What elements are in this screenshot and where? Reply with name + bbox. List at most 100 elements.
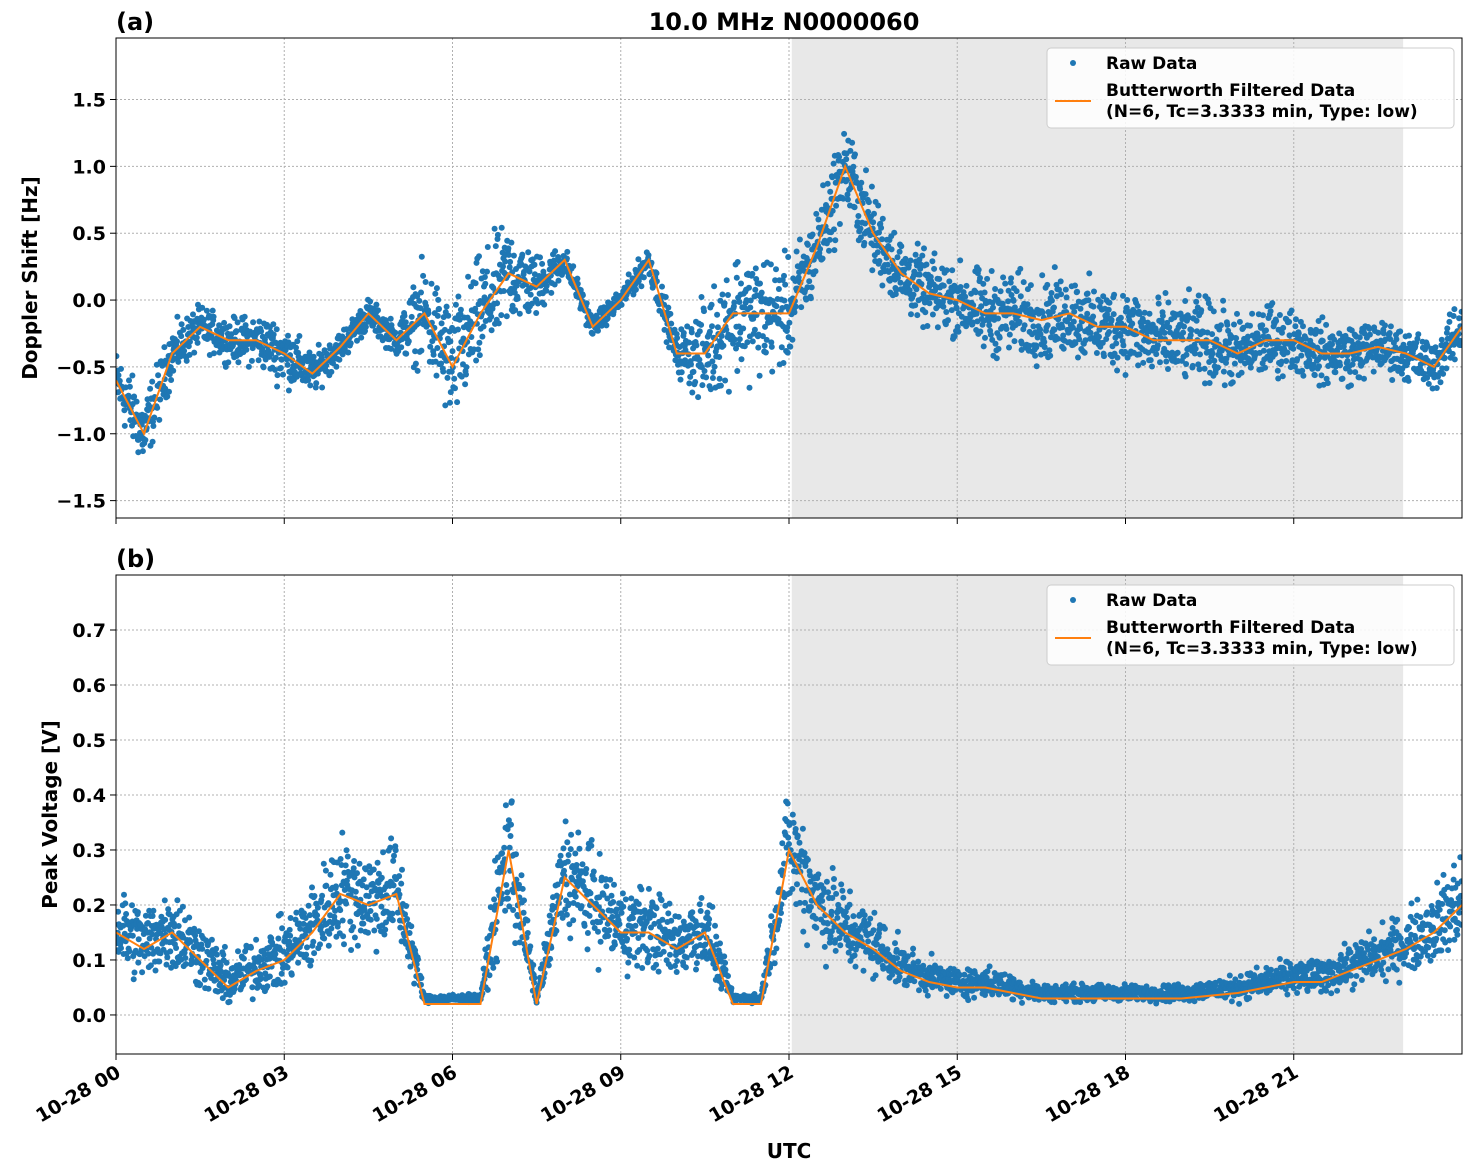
raw-point bbox=[1019, 340, 1025, 347]
raw-point bbox=[720, 342, 727, 349]
raw-point bbox=[957, 284, 964, 290]
raw-point bbox=[701, 308, 707, 315]
raw-point bbox=[222, 363, 229, 370]
y-tick-label: 0.5 bbox=[72, 223, 106, 245]
raw-point bbox=[789, 886, 796, 892]
raw-point bbox=[124, 955, 131, 962]
raw-point bbox=[653, 961, 660, 968]
raw-point bbox=[314, 904, 321, 911]
raw-point bbox=[543, 282, 550, 289]
raw-point bbox=[801, 850, 808, 856]
raw-point bbox=[1010, 297, 1017, 304]
raw-point bbox=[661, 326, 668, 333]
raw-point bbox=[139, 969, 146, 976]
raw-point bbox=[147, 385, 154, 392]
raw-point bbox=[1163, 358, 1170, 365]
raw-point bbox=[502, 802, 509, 809]
raw-point bbox=[708, 301, 715, 308]
raw-point bbox=[157, 396, 164, 403]
raw-point bbox=[433, 285, 440, 292]
raw-point bbox=[1105, 306, 1112, 313]
raw-point bbox=[697, 908, 704, 914]
raw-point bbox=[1382, 322, 1388, 329]
raw-point bbox=[129, 372, 136, 379]
raw-point bbox=[798, 304, 805, 311]
raw-point bbox=[185, 343, 192, 350]
raw-point bbox=[1223, 355, 1230, 362]
raw-point bbox=[871, 210, 877, 217]
raw-point bbox=[1236, 318, 1243, 325]
raw-point bbox=[121, 891, 127, 898]
raw-point bbox=[221, 319, 228, 326]
raw-point bbox=[509, 302, 516, 309]
raw-point bbox=[1193, 298, 1200, 305]
raw-point bbox=[1192, 345, 1199, 352]
raw-point bbox=[505, 245, 512, 252]
raw-point bbox=[833, 890, 840, 897]
raw-point bbox=[893, 287, 900, 293]
raw-point bbox=[857, 185, 864, 192]
raw-point bbox=[749, 338, 756, 345]
raw-point bbox=[884, 261, 891, 268]
raw-point bbox=[1393, 336, 1400, 343]
raw-point bbox=[570, 917, 577, 924]
raw-point bbox=[1087, 329, 1094, 336]
raw-point bbox=[1101, 353, 1107, 360]
raw-point bbox=[672, 357, 679, 364]
raw-point bbox=[149, 378, 156, 385]
raw-point bbox=[551, 281, 558, 288]
raw-point bbox=[1051, 264, 1058, 271]
raw-point bbox=[223, 959, 230, 966]
raw-point bbox=[1361, 330, 1368, 337]
raw-point bbox=[619, 890, 626, 897]
raw-point bbox=[192, 932, 199, 939]
raw-point bbox=[444, 374, 451, 381]
raw-point bbox=[1319, 314, 1326, 321]
raw-point bbox=[208, 936, 215, 943]
raw-point bbox=[1117, 314, 1124, 321]
raw-point bbox=[1090, 313, 1097, 320]
raw-point bbox=[179, 903, 186, 910]
legend-filtered-label: Butterworth Filtered Data bbox=[1106, 81, 1355, 101]
raw-point bbox=[734, 368, 741, 374]
raw-point bbox=[435, 296, 442, 303]
raw-point bbox=[175, 358, 182, 365]
raw-point bbox=[1211, 357, 1218, 364]
raw-point bbox=[495, 320, 502, 327]
raw-point bbox=[1099, 339, 1106, 346]
raw-point bbox=[837, 942, 844, 949]
raw-point bbox=[728, 985, 735, 992]
raw-point bbox=[827, 188, 834, 195]
raw-point bbox=[926, 300, 933, 307]
raw-point bbox=[498, 224, 505, 231]
raw-point bbox=[500, 288, 507, 294]
raw-point bbox=[912, 251, 919, 258]
raw-point bbox=[433, 372, 440, 379]
raw-point bbox=[852, 151, 858, 158]
raw-point bbox=[1352, 369, 1359, 376]
raw-point bbox=[626, 946, 633, 953]
raw-point bbox=[449, 348, 456, 355]
raw-point bbox=[317, 941, 323, 948]
raw-point bbox=[677, 376, 684, 383]
raw-point bbox=[129, 902, 135, 909]
raw-point bbox=[1051, 326, 1058, 333]
raw-point bbox=[1298, 352, 1305, 359]
raw-point bbox=[1386, 330, 1393, 336]
raw-point bbox=[1146, 310, 1153, 317]
raw-point bbox=[667, 951, 673, 958]
raw-point bbox=[1349, 361, 1356, 368]
raw-point bbox=[388, 835, 395, 842]
raw-point bbox=[1247, 364, 1254, 371]
raw-point bbox=[784, 800, 791, 807]
raw-point bbox=[1060, 332, 1067, 339]
raw-point bbox=[1319, 337, 1326, 344]
raw-point bbox=[1458, 340, 1462, 346]
raw-point bbox=[146, 907, 153, 914]
raw-point bbox=[430, 351, 437, 358]
x-axis-label: UTC bbox=[767, 1139, 812, 1163]
raw-point bbox=[465, 273, 472, 280]
raw-point bbox=[913, 286, 920, 293]
raw-point bbox=[918, 281, 925, 287]
raw-point bbox=[193, 941, 200, 947]
